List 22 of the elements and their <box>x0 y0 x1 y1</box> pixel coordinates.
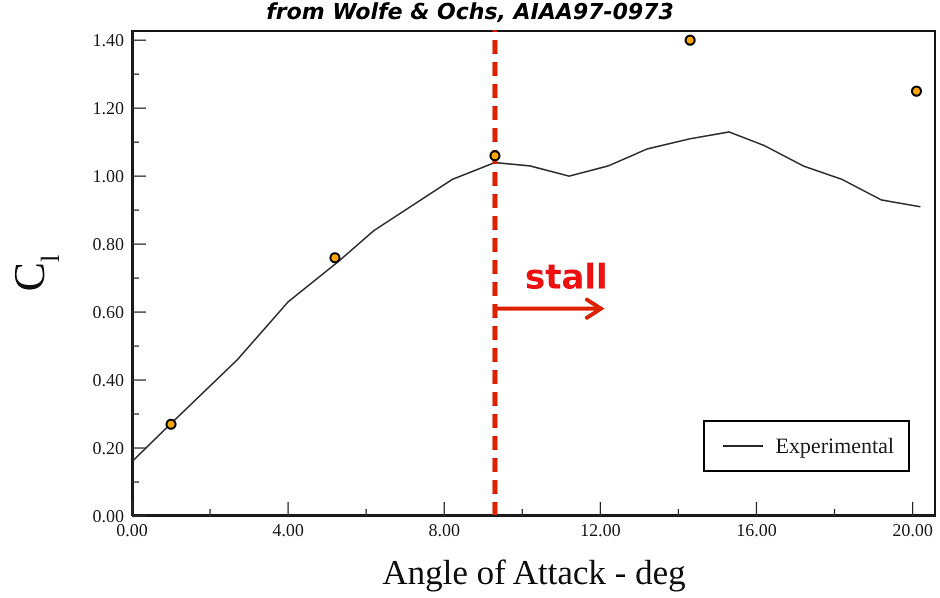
point <box>910 86 922 97</box>
x-tick-label: 12.00 <box>580 520 621 540</box>
y-tick-label: 0.80 <box>92 234 124 254</box>
x-tick-label: 8.00 <box>428 520 460 540</box>
legend-label: Experimental <box>775 433 894 459</box>
y-tick-label: 1.20 <box>92 98 124 118</box>
point <box>166 418 177 430</box>
point <box>489 150 500 162</box>
line-series <box>132 131 922 462</box>
y-tick-label: 1.40 <box>92 30 124 50</box>
annotation: stall <box>524 258 608 298</box>
y-tick-label: 0.40 <box>92 370 124 390</box>
y-tick-label: 0.60 <box>92 302 124 322</box>
point <box>684 34 696 46</box>
x-tick-label: 4.00 <box>272 520 304 540</box>
x-axis-title: Angle of Attack - deg <box>382 553 686 592</box>
y-tick-label: 0.20 <box>92 438 124 458</box>
chart-title: from Wolfe & Ochs, AIAA97-0973 <box>265 0 675 25</box>
x-tick-label: 20.00 <box>892 520 933 540</box>
point <box>329 252 340 264</box>
x-tick-label: 16.00 <box>736 520 777 540</box>
y-tick-label: 1.00 <box>92 166 124 186</box>
